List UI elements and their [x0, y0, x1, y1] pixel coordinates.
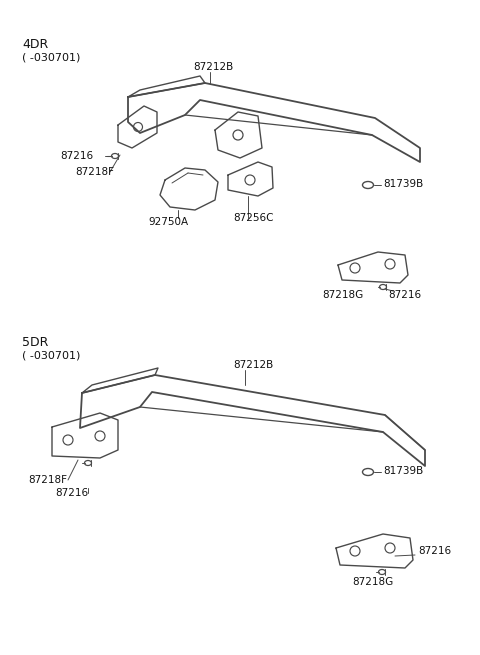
Text: 87218F: 87218F	[28, 475, 67, 485]
Text: ( -030701): ( -030701)	[22, 351, 80, 361]
Text: 87216: 87216	[55, 488, 88, 498]
Text: 87218G: 87218G	[322, 290, 363, 300]
Text: 87212B: 87212B	[233, 360, 273, 370]
Text: 87216: 87216	[60, 151, 93, 161]
Text: ( -030701): ( -030701)	[22, 52, 80, 62]
Text: 87218G: 87218G	[352, 577, 393, 587]
Text: 81739B: 81739B	[383, 466, 423, 476]
Text: 87216: 87216	[418, 546, 451, 556]
Text: 87256C: 87256C	[233, 213, 274, 223]
Text: 4DR: 4DR	[22, 37, 48, 50]
Text: 87218F: 87218F	[75, 167, 114, 177]
Text: 81739B: 81739B	[383, 179, 423, 189]
Text: 87216: 87216	[388, 290, 421, 300]
Text: 87212B: 87212B	[193, 62, 233, 72]
Text: 5DR: 5DR	[22, 337, 48, 350]
Text: 92750A: 92750A	[148, 217, 188, 227]
